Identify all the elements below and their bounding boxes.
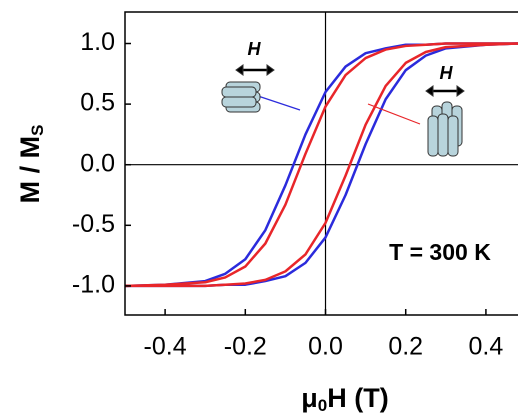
annotation: T = 300 K: [389, 239, 491, 265]
x-tick-label: 0.4: [469, 333, 504, 361]
inset-label: H: [248, 39, 262, 59]
x-tick-label: -0.4: [144, 333, 187, 361]
x-tick-label: 0.0: [308, 333, 343, 361]
hysteresis-curve: [125, 42, 518, 288]
x-label-part: μ: [301, 383, 318, 413]
plot-area: [125, 12, 518, 315]
y-label-sub: S: [28, 125, 47, 136]
y-tick-label: 0.0: [80, 149, 115, 177]
y-tick-label: 0.5: [80, 89, 115, 117]
y-tick-label: 1.0: [80, 28, 115, 56]
x-axis-label: μ0H (T): [301, 383, 388, 415]
y-label-part: M / M: [15, 136, 45, 204]
y-tick-label: -1.0: [72, 271, 115, 299]
x-tick-label: -0.2: [224, 333, 267, 361]
x-label-sub: 0: [318, 396, 327, 415]
plot-frame: [124, 11, 518, 316]
inset-label: H: [440, 63, 454, 83]
y-tick-label: -0.5: [72, 210, 115, 238]
hysteresis-curve: [125, 42, 518, 288]
inset-vertical: [425, 85, 465, 157]
x-tick-label: 0.2: [388, 333, 423, 361]
connector: [257, 95, 301, 111]
connector: [367, 103, 421, 125]
inset-horizontal: [221, 64, 275, 113]
y-axis-label: M / MS: [15, 125, 47, 204]
x-label-part: H (T): [327, 383, 388, 413]
